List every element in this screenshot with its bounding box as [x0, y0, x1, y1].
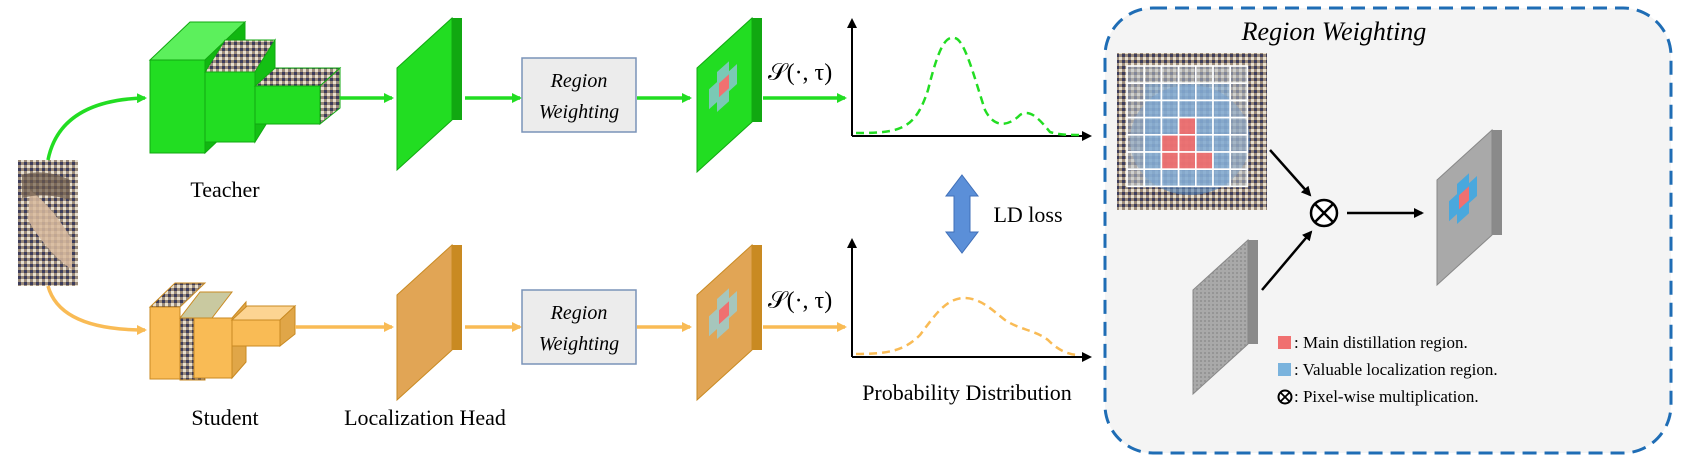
grid-cell	[1195, 99, 1214, 119]
grid-cell	[1160, 168, 1180, 188]
grid-cell	[1126, 99, 1146, 119]
grid-cell	[1143, 134, 1163, 153]
student-region-weighting-box: Region Weighting	[521, 289, 637, 365]
grid-cell	[1126, 65, 1146, 85]
panel-gray-feature-map	[1192, 238, 1258, 396]
grid-cell	[1195, 116, 1214, 136]
grid-cell	[1229, 116, 1249, 136]
legend-valuable-region-swatch	[1278, 363, 1291, 376]
pixel-wise-multiply-icon	[1309, 198, 1339, 228]
grid-cell	[1177, 65, 1197, 85]
grid-cell	[1177, 82, 1197, 102]
grid-cell	[1177, 99, 1197, 119]
grid-cell	[1126, 134, 1146, 153]
grid-cell-main-region	[1195, 151, 1214, 171]
legend-main-region-swatch	[1278, 336, 1291, 349]
grid-cell	[1126, 116, 1146, 136]
legend-multiply-text: : Pixel-wise multiplication.	[1294, 387, 1479, 406]
ld-loss-label: LD loss	[993, 202, 1062, 227]
grid-cell	[1212, 99, 1232, 119]
svg-text:Weighting: Weighting	[539, 333, 619, 355]
teacher-localization-head	[396, 16, 462, 172]
grid-cell	[1160, 99, 1180, 119]
svg-text:Weighting: Weighting	[539, 101, 619, 123]
grid-cell	[1195, 168, 1214, 188]
grid-cell	[1126, 168, 1146, 188]
grid-cell	[1160, 82, 1180, 102]
legend: : Main distillation region. : Valuable l…	[1277, 333, 1498, 406]
student-label: Student	[191, 405, 258, 430]
grid-cell	[1143, 65, 1163, 85]
teacher-softmax-label: 𝒮(·, τ)	[768, 60, 832, 86]
ld-loss-arrow	[944, 174, 980, 254]
grid-cell	[1229, 168, 1249, 188]
grid-cell	[1160, 65, 1180, 85]
student-distribution-plot	[847, 238, 1092, 362]
svg-text:Region: Region	[550, 70, 608, 92]
svg-text:Region: Region	[550, 302, 608, 324]
grid-cell	[1143, 99, 1163, 119]
grid-cell	[1126, 151, 1146, 171]
grid-cell	[1143, 151, 1163, 171]
grid-cell	[1229, 99, 1249, 119]
panel-arrow-image-to-multiply	[1269, 149, 1312, 197]
panel-arrow-map-to-multiply	[1261, 230, 1313, 291]
input-image	[18, 160, 78, 286]
student-localization-head	[396, 243, 462, 402]
teacher-backbone	[148, 20, 342, 155]
grid-cell	[1195, 65, 1214, 85]
grid-cell-main-region	[1177, 134, 1197, 153]
grid-cell	[1212, 168, 1232, 188]
teacher-label: Teacher	[190, 177, 260, 202]
grid-cell	[1195, 134, 1214, 153]
teacher-distribution-plot	[847, 18, 1092, 141]
grid-cell-main-region	[1177, 116, 1197, 136]
panel-title: Region Weighting	[1241, 17, 1427, 46]
grid-cell	[1143, 168, 1163, 188]
grid-cell	[1212, 151, 1232, 171]
grid-cell	[1229, 151, 1249, 171]
grid-cell	[1143, 116, 1163, 136]
probability-distribution-label: Probability Distribution	[862, 380, 1072, 405]
localization-head-label: Localization Head	[344, 405, 506, 430]
grid-cell	[1126, 82, 1146, 102]
grid-cell-main-region	[1160, 151, 1180, 171]
grid-cell	[1212, 65, 1232, 85]
grid-cell	[1229, 134, 1249, 153]
grid-cell-main-region	[1160, 134, 1180, 153]
teacher-weighted-map	[696, 16, 762, 174]
grid-cell	[1195, 82, 1214, 102]
student-backbone	[148, 282, 297, 381]
panel-input-image-with-grid	[1117, 53, 1267, 210]
grid-cell	[1160, 116, 1180, 136]
legend-valuable-region-text: : Valuable localization region.	[1294, 360, 1498, 379]
grid-cell	[1229, 65, 1249, 85]
grid-cell	[1143, 82, 1163, 102]
student-softmax-label: 𝒮(·, τ)	[768, 288, 832, 314]
student-branch-arrow	[46, 285, 147, 335]
grid-cell	[1212, 116, 1232, 136]
teacher-branch-arrow	[46, 93, 147, 161]
grid-cell	[1177, 168, 1197, 188]
grid-cell	[1229, 82, 1249, 102]
grid-cell-main-region	[1177, 151, 1197, 171]
panel-output-weighted-map	[1436, 128, 1502, 287]
grid-cell	[1212, 82, 1232, 102]
teacher-region-weighting-box: Region Weighting	[521, 57, 637, 133]
student-weighted-map	[696, 243, 762, 402]
legend-main-region-text: : Main distillation region.	[1294, 333, 1468, 352]
grid-cell	[1212, 134, 1232, 153]
legend-multiply-icon	[1277, 389, 1293, 405]
